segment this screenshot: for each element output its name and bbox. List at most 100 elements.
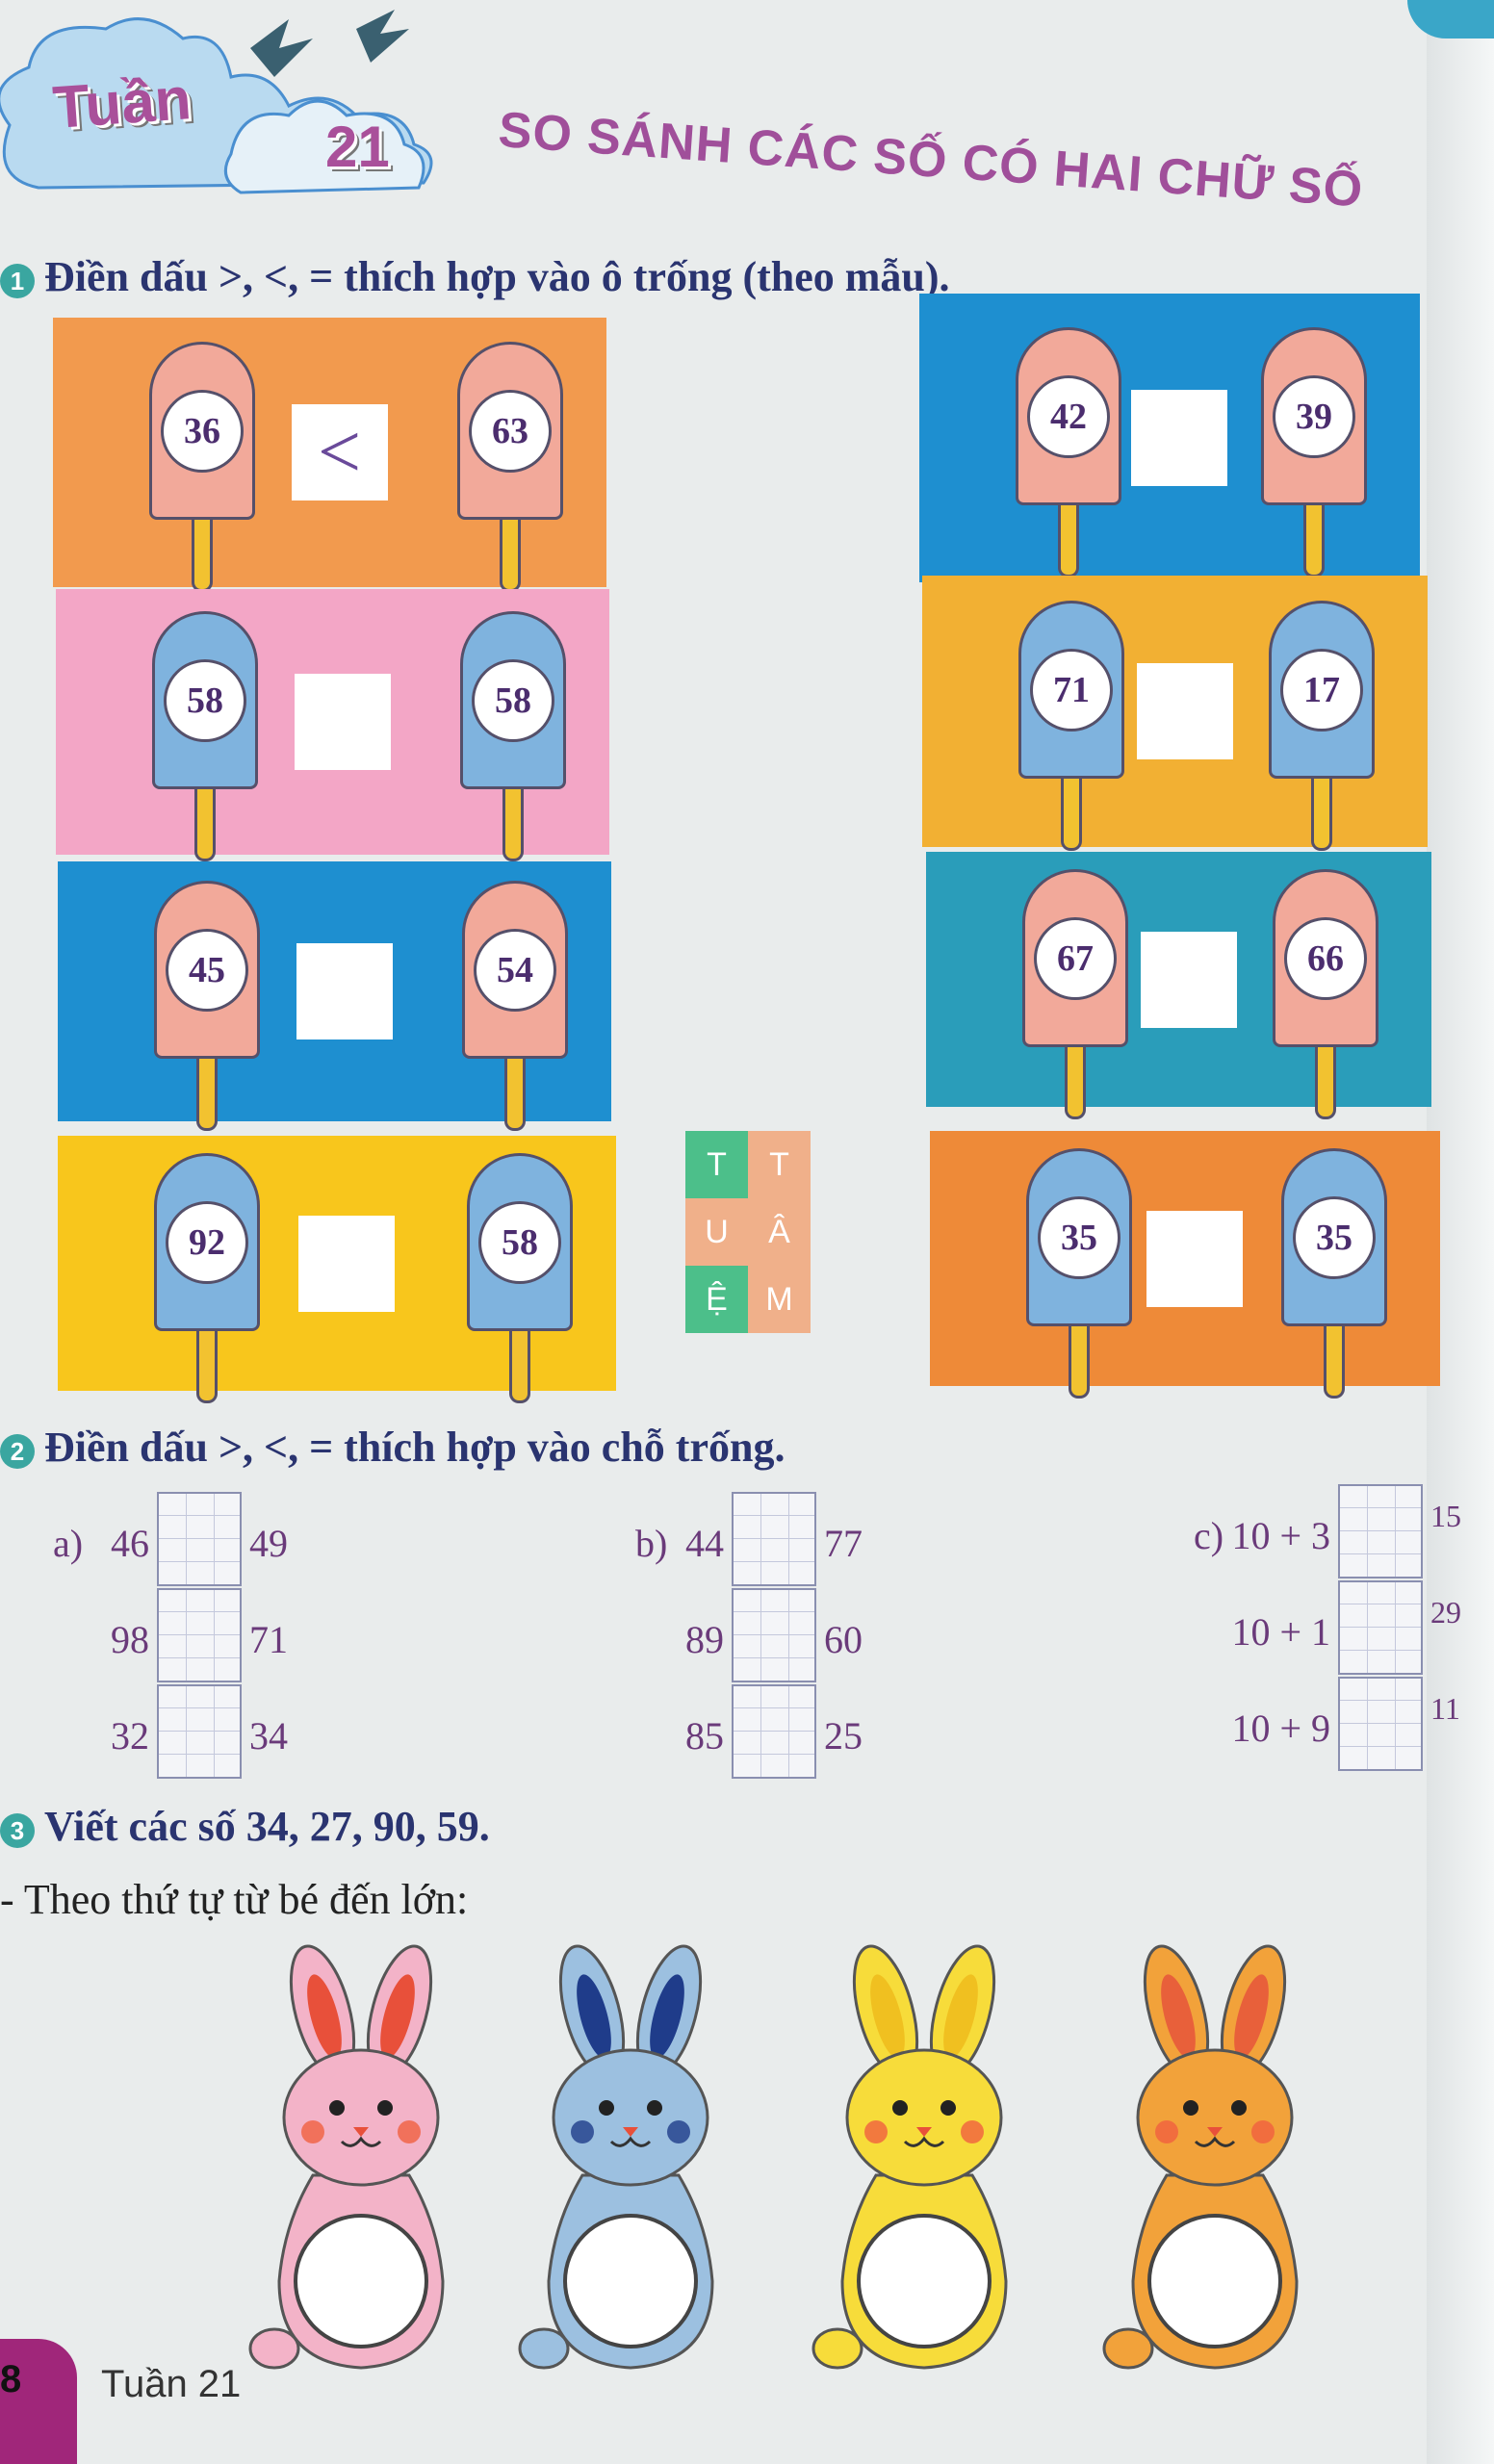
exercise-3-subinstruction: - Theo thứ tự từ bé đến lớn:: [0, 1876, 469, 1923]
popsicle-stick: [194, 789, 216, 861]
answer-box[interactable]: [157, 1492, 242, 1586]
popsicle-stick: [1061, 779, 1082, 851]
answer-box[interactable]: [1338, 1580, 1423, 1675]
answer-box[interactable]: [298, 1215, 395, 1312]
left-operand: 98: [111, 1618, 149, 1661]
footer-label: Tuần 21: [101, 2363, 242, 2405]
popsicle-number: 35: [1293, 1195, 1376, 1279]
popsicle-number: 39: [1273, 375, 1355, 458]
exercise-3-heading: 3 Viết các số 34, 27, 90, 59.: [0, 1802, 490, 1851]
popsicle-stick: [1065, 1046, 1086, 1119]
right-operand: 29: [1430, 1595, 1461, 1630]
popsicle: 58: [152, 611, 258, 861]
answer-box[interactable]: [296, 943, 393, 1040]
bunny-answer-slot[interactable]: [245, 1935, 477, 2387]
popsicle-stick: [196, 1059, 218, 1131]
right-operand: 49: [249, 1522, 288, 1565]
popsicle-number: 71: [1030, 649, 1113, 732]
page-number: 8: [0, 2339, 77, 2464]
page-title: SO SÁNH CÁC SỐ CÓ HAI CHỮ SỐ: [496, 101, 1366, 218]
comparison-panel: 92 58: [58, 1136, 616, 1403]
left-operand: 44: [685, 1522, 724, 1565]
exercise-instruction: Viết các số 34, 27, 90, 59.: [44, 1803, 490, 1850]
popsicle-number: 35: [1038, 1195, 1120, 1279]
comparison-panel: 45 54: [58, 861, 611, 1131]
popsicle: 35: [1026, 1147, 1132, 1399]
popsicle-number: 58: [164, 659, 246, 742]
popsicle: 54: [462, 881, 568, 1131]
popsicle-number: 63: [469, 390, 552, 473]
popsicle-number: 36: [161, 390, 244, 473]
comparison-panel: 71 17: [922, 576, 1428, 851]
comparison-panel: 35 35: [930, 1131, 1440, 1399]
exercise-number: 2: [0, 1433, 35, 1469]
answer-box[interactable]: [157, 1588, 242, 1682]
answer-box[interactable]: [1338, 1484, 1423, 1578]
watermark-letter: T: [748, 1131, 811, 1198]
popsicle: 17: [1269, 601, 1375, 851]
popsicle-stick: [192, 520, 213, 592]
popsicle-number: 58: [472, 659, 554, 742]
watermark-letter: Â: [748, 1198, 811, 1266]
popsicle-number: 54: [474, 929, 556, 1012]
answer-box[interactable]: [294, 674, 391, 770]
popsicle-stick: [1303, 505, 1325, 578]
exercise-number: 1: [0, 263, 35, 298]
answer-box[interactable]: [157, 1684, 242, 1779]
popsicle: 58: [460, 611, 566, 861]
exercise-1-heading: 1 Điền dấu >, <, = thích hợp vào ô trống …: [0, 252, 950, 301]
exercise-instruction: Điền dấu >, <, = thích hợp vào ô trống (…: [44, 253, 950, 300]
popsicle: 39: [1261, 327, 1367, 578]
popsicle-stick: [196, 1330, 218, 1403]
left-operand: 85: [685, 1714, 724, 1758]
right-operand: 34: [249, 1714, 288, 1758]
popsicle-number: 58: [478, 1200, 561, 1284]
left-operand: 32: [111, 1714, 149, 1758]
answer-box[interactable]: [732, 1588, 816, 1682]
answer-box[interactable]: [1131, 390, 1227, 486]
popsicle-stick: [1311, 779, 1332, 851]
answer-box[interactable]: [732, 1684, 816, 1779]
week-label: Tuần: [50, 65, 193, 141]
left-operand: 10 + 3: [1231, 1514, 1330, 1557]
right-operand: 71: [249, 1618, 288, 1661]
comparison-panel: 58 58: [56, 589, 609, 861]
popsicle-stick: [1315, 1046, 1336, 1119]
popsicle-number: 42: [1027, 375, 1110, 458]
popsicle-stick: [500, 520, 521, 592]
corner-decoration: [1407, 0, 1494, 38]
right-operand: 15: [1430, 1499, 1461, 1533]
left-operand: 89: [685, 1618, 724, 1661]
popsicle: 58: [467, 1152, 573, 1403]
right-operand: 25: [824, 1714, 863, 1758]
popsicle: 67: [1022, 868, 1128, 1119]
popsicle-stick: [1058, 505, 1079, 578]
answer-box[interactable]: <: [291, 404, 388, 500]
exercise-instruction: Điền dấu >, <, = thích hợp vào chỗ trống…: [44, 1424, 786, 1471]
popsicle: 45: [154, 881, 260, 1131]
bunny-answer-slot[interactable]: [809, 1935, 1040, 2387]
left-operand: 10 + 9: [1231, 1707, 1330, 1750]
popsicle: 92: [154, 1152, 260, 1403]
popsicle-stick: [504, 1059, 526, 1131]
popsicle-number: 67: [1034, 916, 1117, 1000]
answer-box[interactable]: [1140, 931, 1237, 1028]
answer-box[interactable]: [1146, 1210, 1243, 1307]
comparison-panel: 42 39: [919, 294, 1420, 582]
item-label: a): [53, 1522, 84, 1565]
exercise-number: 3: [0, 1812, 35, 1848]
exercise-2-heading: 2 Điền dấu >, <, = thích hợp vào chỗ trốn…: [0, 1423, 785, 1472]
comparison-panel: 36 63 <: [53, 318, 606, 592]
bunny-answer-slot[interactable]: [1099, 1935, 1330, 2387]
item-label: b): [635, 1522, 668, 1565]
answer-box[interactable]: [1338, 1677, 1423, 1771]
bunny-answer-slot[interactable]: [515, 1935, 746, 2387]
popsicle-number: 17: [1280, 649, 1363, 732]
watermark-letter: U: [685, 1198, 748, 1266]
item-label: c): [1194, 1514, 1224, 1557]
popsicle-stick: [509, 1330, 530, 1403]
answer-box[interactable]: [732, 1492, 816, 1586]
answer-box[interactable]: [1136, 663, 1233, 759]
cloud-icon: [0, 10, 433, 194]
